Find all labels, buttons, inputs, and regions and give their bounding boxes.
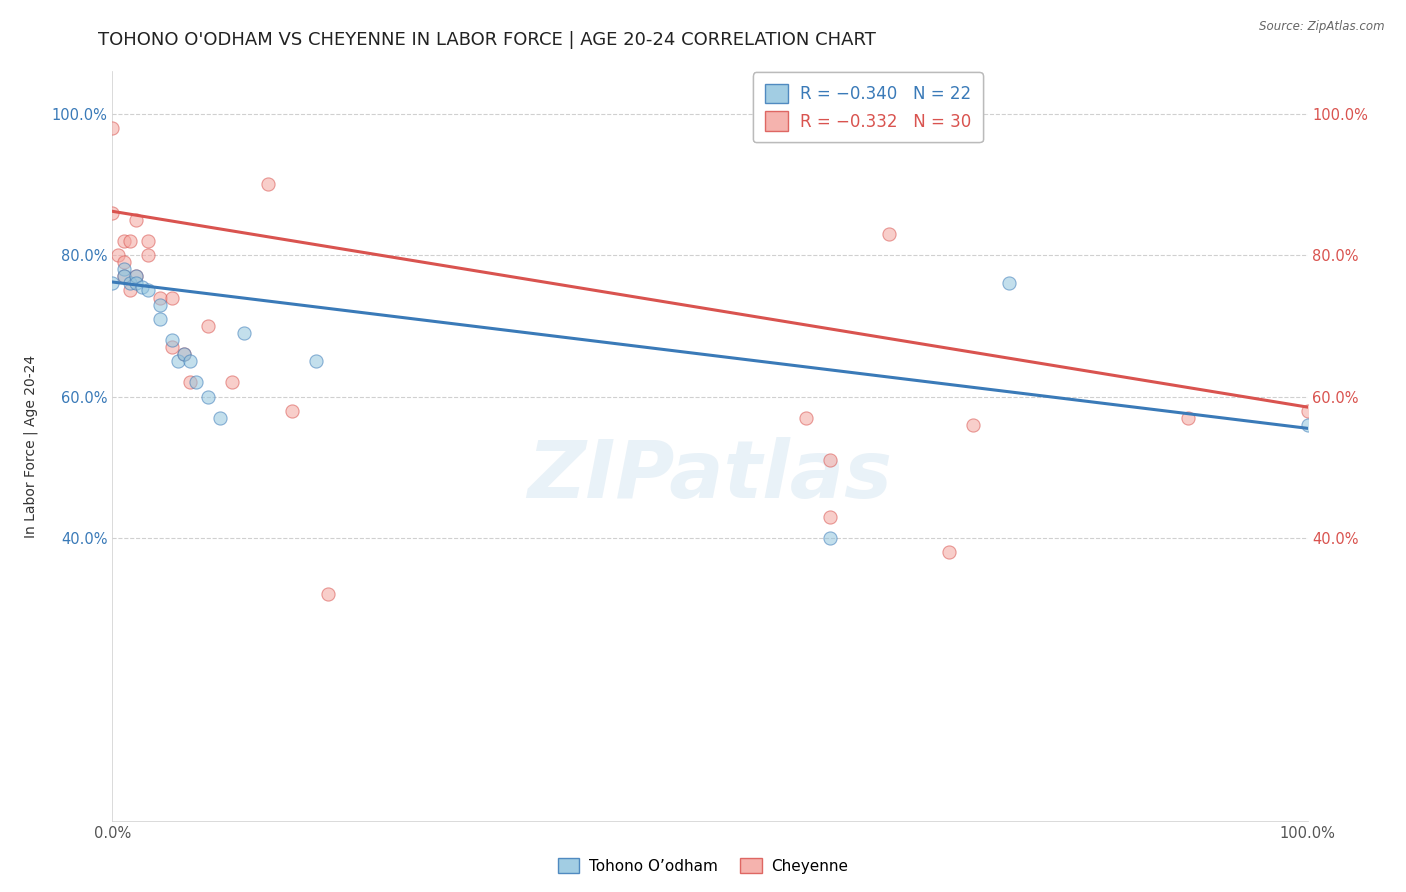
Point <box>197 390 219 404</box>
Point <box>281 403 304 417</box>
Point <box>257 178 280 192</box>
Legend: R = −0.340   N = 22, R = −0.332   N = 30: R = −0.340 N = 22, R = −0.332 N = 30 <box>754 72 983 143</box>
Point <box>125 269 148 284</box>
Point <box>818 509 841 524</box>
Point <box>149 298 172 312</box>
Text: TOHONO O'ODHAM VS CHEYENNE IN LABOR FORCE | AGE 20-24 CORRELATION CHART: TOHONO O'ODHAM VS CHEYENNE IN LABOR FORC… <box>98 31 876 49</box>
Point <box>209 410 232 425</box>
Point <box>221 376 243 390</box>
Point <box>197 318 219 333</box>
Point <box>818 531 841 545</box>
Point <box>101 277 124 291</box>
Point <box>794 410 817 425</box>
Point <box>101 120 124 135</box>
Point <box>1177 410 1199 425</box>
Point <box>162 333 183 347</box>
Point <box>179 354 201 368</box>
Point <box>138 248 160 262</box>
Point <box>233 326 256 340</box>
Point <box>125 277 148 291</box>
Point <box>879 227 901 241</box>
Point <box>998 277 1021 291</box>
Y-axis label: In Labor Force | Age 20-24: In Labor Force | Age 20-24 <box>24 354 38 538</box>
Point <box>114 269 135 284</box>
Point <box>107 248 129 262</box>
Point <box>114 255 135 269</box>
Point <box>120 277 142 291</box>
Text: ZIPatlas: ZIPatlas <box>527 437 893 515</box>
Point <box>305 354 328 368</box>
Point <box>167 354 190 368</box>
Point <box>114 269 135 284</box>
Point <box>114 234 135 248</box>
Legend: Tohono O’odham, Cheyenne: Tohono O’odham, Cheyenne <box>553 852 853 880</box>
Point <box>138 234 160 248</box>
Point <box>149 311 172 326</box>
Point <box>162 291 183 305</box>
Point <box>114 262 135 277</box>
Point <box>173 347 195 361</box>
Point <box>149 291 172 305</box>
Point <box>186 376 208 390</box>
Point <box>1296 403 1319 417</box>
Point <box>162 340 183 354</box>
Point <box>131 280 153 294</box>
Point <box>962 417 984 432</box>
Point <box>938 545 960 559</box>
Point <box>173 347 195 361</box>
Text: Source: ZipAtlas.com: Source: ZipAtlas.com <box>1260 20 1385 33</box>
Point <box>179 376 201 390</box>
Point <box>101 205 124 219</box>
Point <box>125 269 148 284</box>
Point <box>818 453 841 467</box>
Point <box>138 284 160 298</box>
Point <box>316 587 339 601</box>
Point <box>1296 417 1319 432</box>
Point <box>125 212 148 227</box>
Point <box>120 234 142 248</box>
Point <box>120 284 142 298</box>
